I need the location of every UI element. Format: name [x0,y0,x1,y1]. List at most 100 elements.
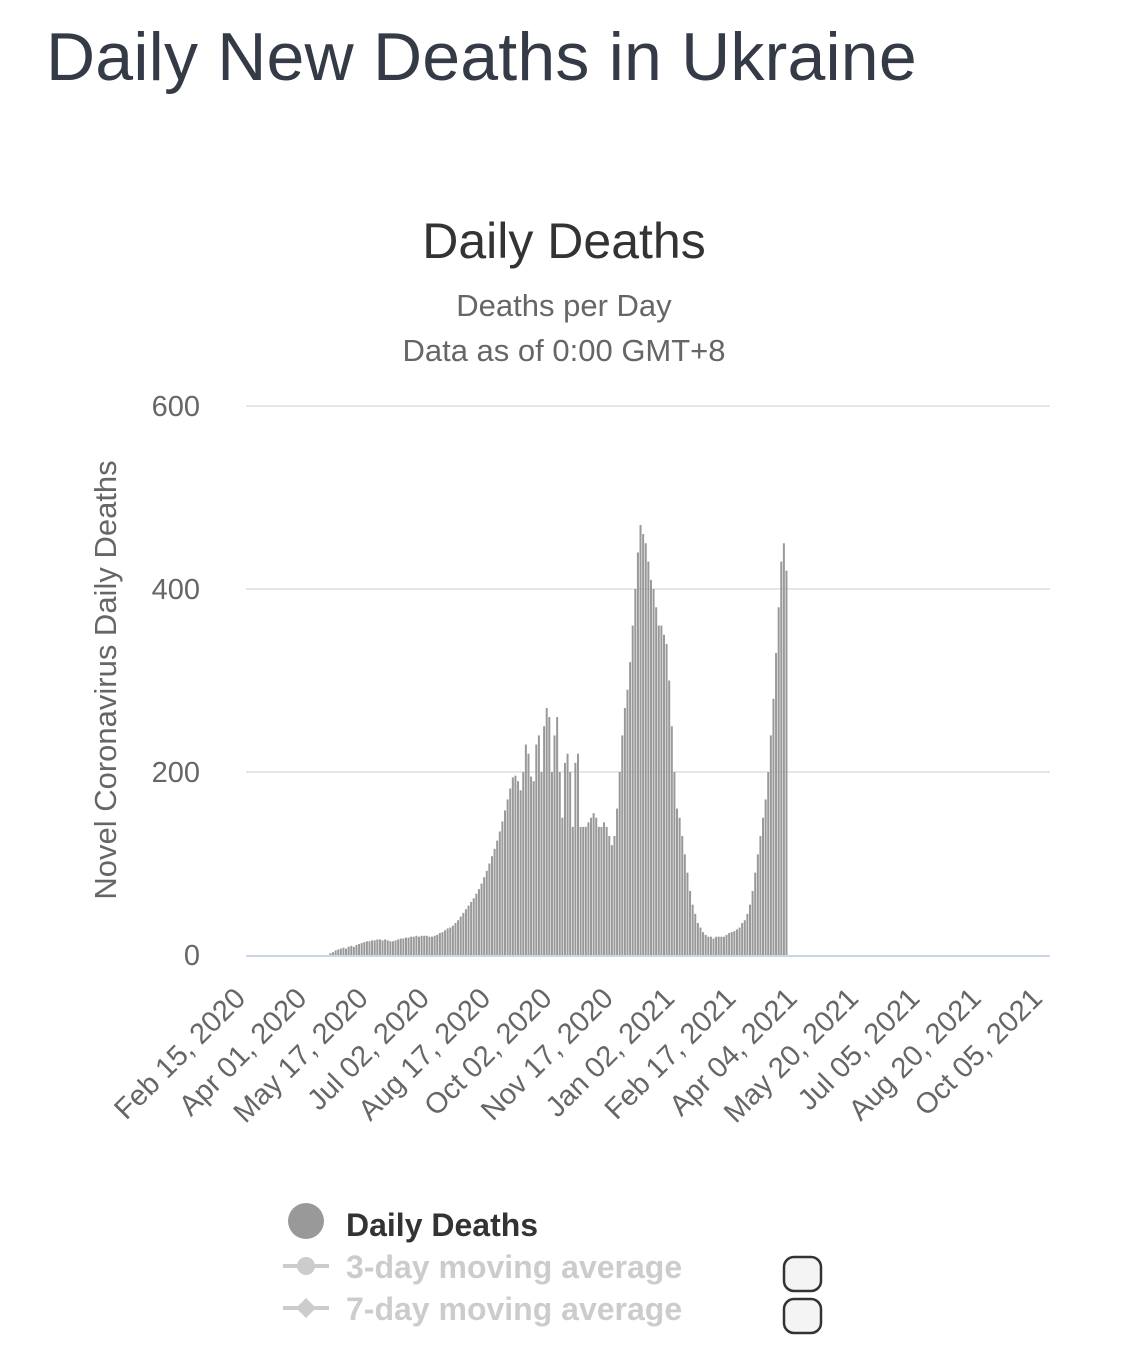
bar-daily-deaths[interactable] [371,940,374,955]
bar-daily-deaths[interactable] [681,836,684,955]
bar-daily-deaths[interactable] [584,826,587,955]
bar-daily-deaths[interactable] [519,790,522,955]
bar-daily-deaths[interactable] [441,932,444,956]
bar-daily-deaths[interactable] [472,898,475,955]
bar-daily-deaths[interactable] [725,934,728,955]
bar-daily-deaths[interactable] [355,944,358,955]
bar-daily-deaths[interactable] [365,941,368,955]
bar-daily-deaths[interactable] [537,735,540,955]
bar-daily-deaths[interactable] [407,937,410,955]
bar-daily-deaths[interactable] [504,810,507,955]
bar-daily-deaths[interactable] [707,936,710,955]
legend-item-7-day-moving-average[interactable]: 7-day moving average [283,1291,823,1335]
bar-daily-deaths[interactable] [527,753,530,955]
bar-daily-deaths[interactable] [673,772,676,955]
bar-daily-deaths[interactable] [404,937,407,955]
bar-daily-deaths[interactable] [696,922,699,955]
bar-daily-deaths[interactable] [702,932,705,956]
bar-daily-deaths[interactable] [691,904,694,955]
bar-daily-deaths[interactable] [397,939,400,955]
bar-daily-deaths[interactable] [785,570,788,955]
bar-daily-deaths[interactable] [550,772,553,955]
bar-daily-deaths[interactable] [780,561,783,955]
bar-daily-deaths[interactable] [709,936,712,955]
bar-daily-deaths[interactable] [764,799,767,955]
bar-daily-deaths[interactable] [553,735,556,955]
bar-daily-deaths[interactable] [329,953,332,955]
bar-daily-deaths[interactable] [358,944,361,955]
bar-daily-deaths[interactable] [775,653,778,955]
bar-daily-deaths[interactable] [728,933,731,955]
bar-daily-deaths[interactable] [657,625,660,955]
bar-daily-deaths[interactable] [621,735,624,955]
bar-daily-deaths[interactable] [647,561,650,955]
bar-daily-deaths[interactable] [449,927,452,955]
bar-daily-deaths[interactable] [738,927,741,955]
bar-daily-deaths[interactable] [410,936,413,955]
bar-daily-deaths[interactable] [496,840,499,956]
bar-daily-deaths[interactable] [569,772,572,955]
bar-daily-deaths[interactable] [746,913,749,955]
bar-daily-deaths[interactable] [587,822,590,955]
bar-daily-deaths[interactable] [735,929,738,955]
bar-daily-deaths[interactable] [582,826,585,955]
bar-daily-deaths[interactable] [334,950,337,955]
bar-daily-deaths[interactable] [509,788,512,955]
bar-daily-deaths[interactable] [636,552,639,955]
bar-daily-deaths[interactable] [360,943,363,955]
bar-daily-deaths[interactable] [686,872,689,955]
bar-daily-deaths[interactable] [347,946,350,955]
toggle-3-day-checkbox[interactable] [782,1255,823,1293]
bar-daily-deaths[interactable] [493,848,496,955]
bar-daily-deaths[interactable] [715,936,718,955]
bar-daily-deaths[interactable] [556,717,559,955]
bar-daily-deaths[interactable] [337,949,340,955]
bar-daily-deaths[interactable] [756,854,759,955]
bar-daily-deaths[interactable] [363,942,366,955]
bar-daily-deaths[interactable] [350,945,353,955]
bar-daily-deaths[interactable] [433,935,436,955]
bar-daily-deaths[interactable] [782,543,785,955]
bar-daily-deaths[interactable] [498,831,501,955]
bar-daily-deaths[interactable] [462,912,465,955]
bar-daily-deaths[interactable] [454,922,457,955]
bar-daily-deaths[interactable] [616,808,619,955]
bar-daily-deaths[interactable] [332,952,335,955]
bar-daily-deaths[interactable] [767,772,770,955]
bar-daily-deaths[interactable] [381,940,384,955]
bar-daily-deaths[interactable] [511,777,514,955]
bar-daily-deaths[interactable] [532,781,535,955]
bar-daily-deaths[interactable] [378,939,381,955]
bar-daily-deaths[interactable] [540,772,543,955]
bar-daily-deaths[interactable] [470,901,473,955]
bar-daily-deaths[interactable] [618,772,621,955]
bar-daily-deaths[interactable] [477,889,480,955]
toggle-7-day-checkbox[interactable] [782,1297,823,1335]
bar-daily-deaths[interactable] [391,941,394,955]
bar-daily-deaths[interactable] [623,707,626,955]
bar-daily-deaths[interactable] [772,698,775,955]
bar-daily-deaths[interactable] [743,920,746,955]
bar-daily-deaths[interactable] [561,817,564,955]
bar-daily-deaths[interactable] [501,821,504,955]
bar-daily-deaths[interactable] [670,726,673,955]
bar-daily-deaths[interactable] [423,935,426,955]
bar-daily-deaths[interactable] [535,744,538,955]
bar-daily-deaths[interactable] [631,625,634,955]
bar-daily-deaths[interactable] [699,927,702,955]
bar-daily-deaths[interactable] [384,939,387,955]
bar-daily-deaths[interactable] [352,946,355,955]
bar-daily-deaths[interactable] [446,928,449,955]
bar-daily-deaths[interactable] [376,939,379,955]
bar-daily-deaths[interactable] [759,836,762,955]
bar-daily-deaths[interactable] [517,781,520,955]
bar-daily-deaths[interactable] [683,854,686,955]
bar-daily-deaths[interactable] [425,935,428,955]
bar-daily-deaths[interactable] [704,934,707,955]
bar-daily-deaths[interactable] [415,935,418,955]
bars-daily-deaths[interactable] [329,524,788,956]
bar-daily-deaths[interactable] [345,948,348,955]
bar-daily-deaths[interactable] [418,936,421,955]
bar-daily-deaths[interactable] [488,863,491,956]
bar-daily-deaths[interactable] [733,931,736,955]
